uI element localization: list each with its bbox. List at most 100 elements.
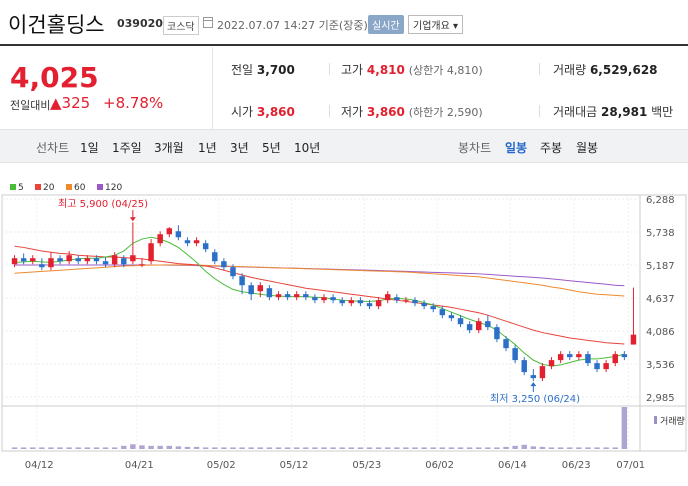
volume-bar <box>157 445 163 449</box>
candle-body <box>330 297 336 301</box>
candle-body <box>548 360 555 367</box>
high-arrow-head <box>129 217 136 222</box>
candle-body <box>485 321 491 328</box>
volume-bar <box>239 447 245 449</box>
volume-bar <box>121 445 127 449</box>
volume-bar <box>57 447 63 449</box>
candle-body <box>230 267 236 277</box>
candle-body <box>248 285 254 295</box>
volume-bar <box>430 447 436 449</box>
tab-1day[interactable]: 1일 <box>80 141 99 155</box>
volume-bar <box>612 447 618 449</box>
candle-body <box>567 354 573 358</box>
stat-low-note: (하한가 2,590) <box>408 106 483 119</box>
volume-bar <box>539 446 546 449</box>
volume-bar <box>130 444 136 449</box>
candle-body <box>84 258 91 262</box>
company-info-dropdown[interactable]: 기업개요 ▾ <box>408 15 463 34</box>
volume-bar <box>348 447 355 449</box>
current-price: 4,025 <box>10 61 99 94</box>
stat-high-note: (상한가 4,810) <box>408 64 483 77</box>
volume-bar <box>321 447 327 449</box>
volume-bar <box>448 447 455 449</box>
candle-body <box>366 303 373 307</box>
candle-body <box>212 252 218 262</box>
tab-10year[interactable]: 10년 <box>294 141 321 155</box>
tab-weekly[interactable]: 주봉 <box>540 141 563 155</box>
candle-body <box>594 363 600 370</box>
volume-bar <box>202 447 209 449</box>
tab-5year[interactable]: 5년 <box>262 141 281 155</box>
candle-body <box>66 255 72 262</box>
market-badge: 코스닥 <box>163 16 199 35</box>
legend-ma60: 60 <box>66 183 85 193</box>
chart-period-tabs: 선차트 1일 1주일 3개월 1년 3년 5년 10년 봉차트 일봉 주봉 월봉 <box>0 129 688 163</box>
candle-body <box>11 258 18 265</box>
candle-body <box>130 255 136 262</box>
tab-daily[interactable]: 일봉 <box>505 141 528 155</box>
volume-bar <box>193 446 200 449</box>
volume-legend-swatch <box>654 416 657 424</box>
volume-bar <box>457 447 464 449</box>
volume-bar <box>485 447 491 449</box>
volume-bar <box>102 447 109 449</box>
volume-bar <box>303 447 309 449</box>
volume-bar <box>357 447 364 449</box>
candle-body <box>57 258 63 262</box>
low-arrow-head <box>530 382 537 387</box>
y-tick-label: 6,288 <box>646 195 675 206</box>
candle-body <box>576 354 582 358</box>
legend-swatch <box>66 184 72 190</box>
divider <box>539 105 540 117</box>
volume-bar <box>275 447 282 449</box>
ma60-line <box>14 264 625 297</box>
x-tick-label: 05/23 <box>352 460 381 471</box>
stat-volume: 거래량 6,529,628 <box>553 61 658 78</box>
volume-bar <box>503 446 509 449</box>
tab-3month[interactable]: 3개월 <box>154 141 184 155</box>
candle-body <box>20 258 27 262</box>
candle-body <box>585 354 591 364</box>
tab-monthly[interactable]: 월봉 <box>576 141 599 155</box>
legend-ma20: 20 <box>35 183 54 193</box>
volume-bar <box>339 447 345 449</box>
candle-body <box>384 294 391 301</box>
volume-bar <box>212 447 218 449</box>
candle-body <box>75 258 81 262</box>
x-tick-label: 05/02 <box>207 460 236 471</box>
tab-1year[interactable]: 1년 <box>198 141 217 155</box>
candle-body <box>48 258 54 268</box>
candle-body <box>221 261 227 268</box>
y-tick-label: 5,738 <box>646 228 675 239</box>
candle-body <box>157 234 163 244</box>
volume-bar <box>512 445 518 449</box>
divider <box>329 105 330 117</box>
candle-body <box>293 294 300 298</box>
stat-amount-value: 28,981 <box>601 105 648 119</box>
tab-line-chart[interactable]: 선차트 <box>36 141 70 155</box>
realtime-button[interactable]: 실시간 <box>368 15 404 34</box>
tab-candle-chart[interactable]: 봉차트 <box>458 141 492 155</box>
candle-body <box>30 258 36 262</box>
volume-bar <box>548 447 555 449</box>
change-label: 전일대비 <box>10 99 51 112</box>
x-tick-label: 06/02 <box>425 460 454 471</box>
stat-low-label: 저가 <box>341 105 364 119</box>
price-change: ▲325 <box>50 94 91 112</box>
candle-body <box>166 228 173 235</box>
stock-name: 이건홀딩스 <box>8 13 105 37</box>
volume-bar <box>603 447 609 449</box>
tab-3year[interactable]: 3년 <box>230 141 249 155</box>
volume-bar <box>576 447 582 449</box>
stat-prev-value: 3,700 <box>256 63 295 77</box>
volume-bar <box>494 447 500 449</box>
legend-swatch <box>97 184 103 190</box>
stat-low: 저가 3,860 (하한가 2,590) <box>341 103 483 120</box>
candle-body <box>202 243 209 250</box>
y-tick-label: 2,985 <box>646 393 675 404</box>
candle-body <box>375 300 382 307</box>
volume-bar <box>284 447 291 449</box>
tab-1week[interactable]: 1주일 <box>112 141 142 155</box>
volume-bar <box>30 447 36 449</box>
